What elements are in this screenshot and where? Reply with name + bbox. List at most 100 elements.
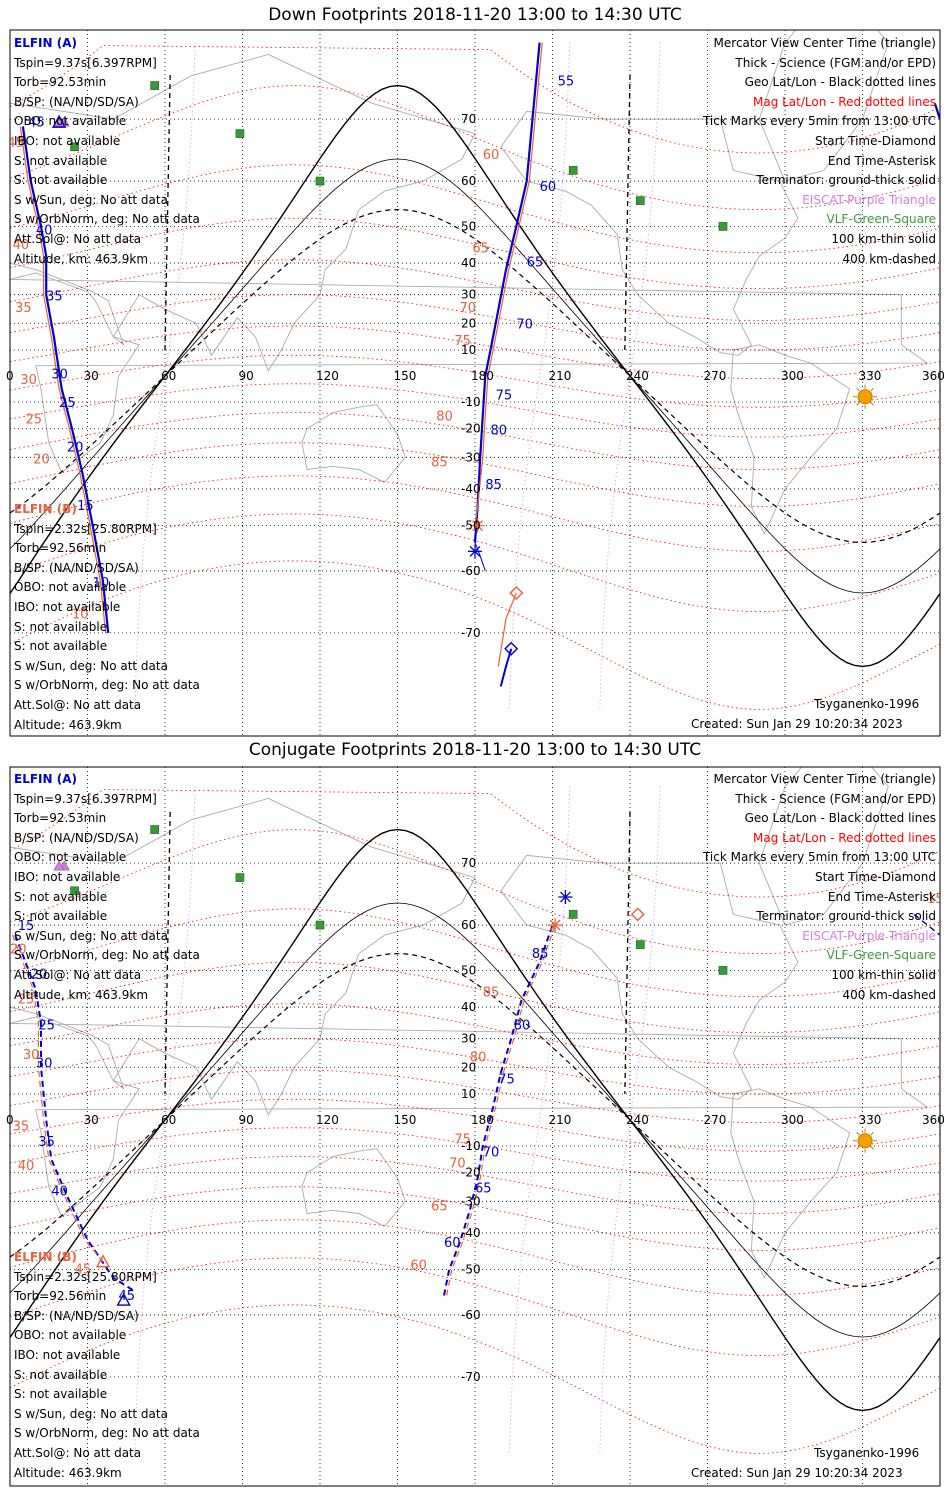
top-orbit-edge-west xyxy=(164,74,171,351)
top-mag-parallel-10 xyxy=(10,442,940,507)
bottom-track-label-0: 85 xyxy=(532,947,549,962)
bottom-legend-line-5: Start Time-Diamond xyxy=(814,869,936,884)
top-track-label-1: 60 xyxy=(540,180,557,195)
bottom-elfin-a-line-10: Altitude, km: 463.9km xyxy=(14,987,149,1002)
top-elfin-a-line-9: Att.Sol@: No att data xyxy=(14,231,142,246)
bottom-lat-tick-s-50: -50 xyxy=(461,1263,481,1277)
top-elfin-b-line-1: Torb=92.56min xyxy=(14,541,107,556)
top-mag-parallel-2 xyxy=(10,164,940,254)
top-track-label-20: 10 xyxy=(93,576,110,591)
top-legend-line-2: Geo Lat/Lon - Black dotted lines xyxy=(744,75,936,90)
top-lat-tick-n-20: 20 xyxy=(461,316,476,330)
bottom-track-label-5: 60 xyxy=(444,1236,461,1251)
top-vlf-square-6 xyxy=(718,222,728,231)
top-elfin-b-info: ELFIN (B) Tspin=2.32s[25.80RPM] Torb=92.… xyxy=(14,500,200,735)
top-lat-tick-s-40: -40 xyxy=(461,482,481,496)
bottom-vlf-square-4 xyxy=(568,910,578,919)
bottom-elfin-a-line-4: IBO: not available xyxy=(14,869,121,884)
bottom-track-label-25: 45 xyxy=(75,1263,92,1278)
bottom-elfin-b-line-1: Torb=92.56min xyxy=(14,1289,107,1304)
top-lon-tick-180: 180 xyxy=(471,369,494,383)
top-vlf-square-4 xyxy=(568,166,578,175)
bottom-sun-ray-315 xyxy=(870,1131,874,1136)
top-track-label-13: 45 xyxy=(28,116,45,131)
bottom-coastline-2 xyxy=(301,1148,406,1227)
bottom-lon-tick-150: 150 xyxy=(394,1113,417,1127)
top-footer-model: Tsyganenko-1996 xyxy=(814,697,920,711)
bottom-elfin-a-line-0: Tspin=9.37s[6.397RPM] xyxy=(14,791,157,806)
top-track-label-24: 30 xyxy=(20,373,37,388)
bottom-elfin-b-line-4: IBO: not available xyxy=(14,1347,121,1362)
top-elfin-a-line-7: S w/Sun, deg: No att data xyxy=(14,192,168,207)
bottom-start-diamond-2 xyxy=(630,907,645,922)
top-track-label-15: 35 xyxy=(46,290,63,305)
top-end-asterisk-2-135 xyxy=(469,545,481,557)
bottom-eiscat-triangle-1 xyxy=(53,860,65,871)
bottom-lat-tick-s-40: -40 xyxy=(461,1226,481,1240)
bottom-track-b-west xyxy=(12,934,104,1263)
top-legend-line-1: Thick - Science (FGM and/or EPD) xyxy=(735,55,936,70)
bottom-lon-tick-330: 330 xyxy=(859,1113,882,1127)
top-sun-icon xyxy=(857,389,873,405)
bottom-mag-parallel-1 xyxy=(10,829,940,955)
bottom-lon-tick-90: 90 xyxy=(239,1113,254,1127)
top-track-label-2: 65 xyxy=(527,255,544,270)
bottom-lat-tick-n-50: 50 xyxy=(461,963,476,977)
top-lat-tick-s-60: -60 xyxy=(461,564,481,578)
top-legend-line-8: EISCAT-Purple Triangle xyxy=(802,192,936,207)
top-track-label-10: 75 xyxy=(454,334,471,349)
top-elfin-b-line-2: B/SP: (NA/ND/SD/SA) xyxy=(14,560,139,575)
bottom-elfin-a-line-3: OBO: not available xyxy=(14,850,127,865)
top-map: 55 60 65 70 75 80 85 60 65 70 75 80 85 45 40 35 30 25 20 15… xyxy=(6,29,945,737)
bottom-elfin-b-line-10: Altitude: 463.9km xyxy=(14,1465,122,1480)
bottom-track-label-17: 40 xyxy=(51,1184,68,1199)
top-elfin-b-line-4: IBO: not available xyxy=(14,599,121,614)
top-mag-parallel-3 xyxy=(10,217,940,289)
bottom-lon-tick-210: 210 xyxy=(549,1113,572,1127)
bottom-lon-tick-360: 360 xyxy=(922,1113,945,1127)
top-sun-ray-135 xyxy=(856,402,860,406)
bottom-lat-tick-n-70: 70 xyxy=(461,856,476,870)
top-footer-created: Created: Sun Jan 29 10:20:34 2023 xyxy=(691,717,903,731)
bottom-track-label-4: 65 xyxy=(475,1181,492,1196)
top-lon-tick-60: 60 xyxy=(161,369,176,383)
bottom-legend-line-9: VLF-Green-Square xyxy=(826,948,936,963)
top-lat-tick-n-60: 60 xyxy=(461,174,476,188)
top-elfin-a-line-0: Tspin=9.37s[6.397RPM] xyxy=(14,55,157,70)
top-track-label-19: 15 xyxy=(77,499,94,514)
bottom-legend-line-4: Tick Marks every 5min from 13:00 UTC xyxy=(702,850,936,865)
top-lon-tick-330: 330 xyxy=(859,369,882,383)
top-track-label-16: 30 xyxy=(51,368,68,383)
bottom-orbit-edge-west xyxy=(164,811,171,1095)
top-track-a-east-edge xyxy=(933,102,940,120)
bottom-lon-tick-240: 240 xyxy=(626,1113,649,1127)
top-lat-tick-n-40: 40 xyxy=(461,256,476,270)
bottom-frame xyxy=(9,766,941,1487)
top-orbit-edge-east xyxy=(624,74,631,351)
bottom-vlf-square-0 xyxy=(235,873,245,882)
top-elfin-b-line-5: S: not available xyxy=(14,619,108,634)
top-track-label-21: 45 xyxy=(7,136,24,151)
bottom-elfin-b-title: ELFIN (B) xyxy=(14,1250,77,1264)
top-lat-tick-n-70: 70 xyxy=(461,112,476,126)
top-elfin-b-line-10: Altitude: 463.9km xyxy=(14,717,122,732)
top-lon-tick-240: 240 xyxy=(626,369,649,383)
bottom-sun-ray-225 xyxy=(856,1131,860,1136)
top-elfin-b-line-3: OBO: not available xyxy=(14,580,127,595)
top-track-label-3: 70 xyxy=(516,318,533,333)
top-lon-tick-210: 210 xyxy=(549,369,572,383)
top-track-a-west xyxy=(21,126,110,634)
top-start-diamond-0 xyxy=(509,585,524,600)
bottom-elfin-a-line-7: S w/Sun, deg: No att data xyxy=(14,928,168,943)
bottom-elfin-b-info: ELFIN (B) Tspin=2.32s[25.80RPM] Torb=92.… xyxy=(14,1248,200,1483)
top-mag-parallel-9 xyxy=(10,412,940,470)
bottom-coastline-5 xyxy=(758,767,889,926)
top-track-label-17: 25 xyxy=(59,396,76,411)
bottom-mag-parallel-2 xyxy=(10,908,940,998)
bottom-track-label-21: 25 xyxy=(18,993,35,1008)
bottom-vlf-square-2 xyxy=(315,920,325,930)
bottom-track-a-east xyxy=(443,924,554,1296)
bottom-vlf-square-6 xyxy=(718,966,728,975)
bottom-track-label-24: 40 xyxy=(18,1159,35,1174)
bottom-coastline-1 xyxy=(10,1016,929,1218)
